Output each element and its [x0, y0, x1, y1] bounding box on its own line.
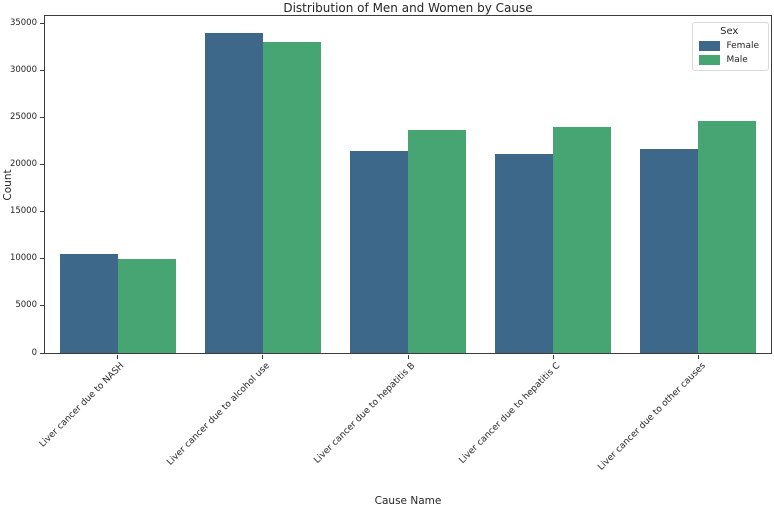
- bar-female-2: [350, 151, 408, 353]
- bar-female-1: [204, 32, 263, 353]
- y-tick-mark: [40, 22, 44, 24]
- y-tick-label: 0: [31, 347, 37, 358]
- x-tick-mark: [262, 355, 264, 359]
- y-tick-mark: [40, 352, 44, 354]
- x-tick-mark: [407, 355, 409, 359]
- x-tick-label: Liver cancer due to NASH: [38, 361, 127, 450]
- legend-entry-female: Female: [699, 41, 759, 51]
- bar-male-0: [117, 258, 176, 353]
- legend-title: Sex: [720, 26, 739, 37]
- x-tick-label: Liver cancer due to other causes: [595, 361, 708, 473]
- female-color-swatch: [699, 41, 721, 51]
- y-tick-label: 15000: [9, 206, 37, 217]
- x-tick-label: Liver cancer due to alcohol use: [165, 361, 272, 468]
- y-tick-label: 20000: [9, 159, 37, 170]
- bar-female-4: [640, 148, 699, 353]
- y-tick-mark: [40, 116, 44, 118]
- y-tick-mark: [40, 305, 44, 307]
- y-tick-mark: [40, 164, 44, 166]
- chart-title: Distribution of Men and Women by Cause: [283, 1, 533, 15]
- legend-entry-male: Male: [699, 55, 759, 65]
- bar-male-3: [553, 126, 612, 353]
- y-tick-mark: [40, 258, 44, 260]
- y-tick-mark: [40, 211, 44, 213]
- legend-label-female: Female: [726, 41, 759, 51]
- x-tick-mark: [697, 355, 699, 359]
- x-tick-label: Liver cancer due to hepatitis C: [457, 361, 563, 466]
- y-tick-label: 25000: [9, 111, 37, 122]
- legend: Sex Female Male: [692, 22, 769, 71]
- y-tick-label: 5000: [15, 300, 37, 311]
- bar-male-2: [408, 129, 466, 353]
- y-tick-label: 30000: [9, 64, 37, 75]
- bar-female-0: [59, 254, 118, 353]
- plot-area: Sex Female Male 0 5000 10000 15000 20000 2500…: [10, 15, 772, 358]
- x-axis-label: Cause Name: [374, 495, 442, 507]
- x-tick-mark: [117, 355, 119, 359]
- x-tick-label: Liver cancer due to hepatitis B: [312, 361, 418, 466]
- bar-female-3: [495, 154, 554, 353]
- bar-male-4: [698, 121, 757, 353]
- x-tick-mark: [552, 355, 554, 359]
- male-color-swatch: [699, 55, 721, 65]
- y-tick-label: 35000: [9, 17, 37, 28]
- legend-label-male: Male: [726, 55, 748, 65]
- bar-male-1: [262, 42, 321, 353]
- y-axis-label: Count: [2, 169, 14, 201]
- y-tick-mark: [40, 69, 44, 71]
- y-tick-label: 10000: [9, 253, 37, 264]
